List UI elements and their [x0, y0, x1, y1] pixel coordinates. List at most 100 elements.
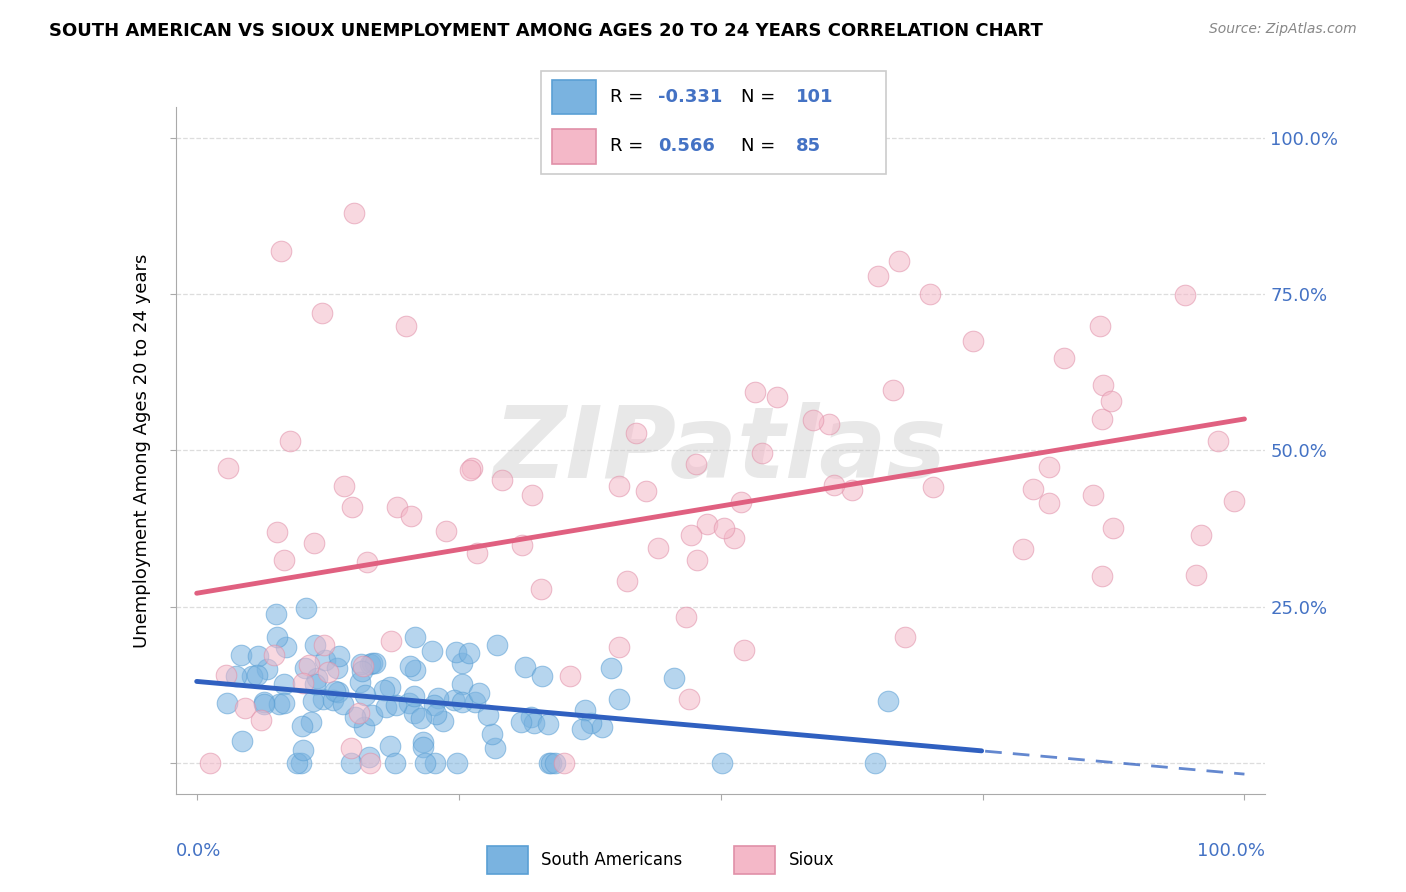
Point	[276, 640, 298, 654]
Point	[285, 756, 308, 770]
Text: 0.0%: 0.0%	[176, 842, 221, 860]
Y-axis label: Unemployment Among Ages 20 to 24 years: Unemployment Among Ages 20 to 24 years	[134, 253, 152, 648]
Point	[374, 699, 396, 714]
Point	[685, 457, 707, 471]
Point	[1174, 287, 1197, 301]
Point	[450, 695, 472, 709]
Point	[675, 610, 697, 624]
Point	[531, 669, 554, 683]
Point	[384, 756, 406, 770]
Point	[1185, 567, 1208, 582]
Point	[515, 659, 537, 673]
Point	[465, 546, 488, 560]
Point	[217, 461, 239, 475]
Point	[240, 669, 263, 683]
Point	[458, 463, 481, 477]
Point	[422, 643, 444, 657]
Point	[378, 680, 401, 694]
Point	[443, 693, 465, 707]
Point	[361, 656, 384, 670]
Point	[427, 690, 450, 705]
Point	[290, 756, 312, 770]
Point	[312, 638, 335, 652]
Point	[343, 710, 366, 724]
Point	[299, 714, 322, 729]
Point	[304, 676, 326, 690]
Point	[412, 739, 434, 754]
Point	[491, 473, 513, 487]
Point	[404, 663, 426, 677]
Point	[744, 385, 766, 400]
Point	[1102, 521, 1125, 535]
Point	[581, 716, 603, 731]
Point	[340, 741, 363, 756]
Point	[634, 483, 657, 498]
Point	[461, 460, 484, 475]
Point	[520, 488, 543, 502]
Point	[686, 553, 709, 567]
Point	[599, 661, 621, 675]
Point	[681, 528, 703, 542]
Point	[246, 667, 269, 681]
Point	[893, 630, 915, 644]
Point	[1053, 351, 1076, 365]
Point	[352, 664, 374, 678]
Point	[273, 676, 295, 690]
Point	[356, 556, 378, 570]
Point	[1091, 378, 1114, 392]
Text: 85: 85	[796, 137, 821, 155]
Point	[1081, 488, 1104, 502]
Point	[468, 686, 491, 700]
Point	[332, 697, 354, 711]
Point	[225, 668, 247, 682]
Point	[302, 694, 325, 708]
Point	[322, 693, 344, 707]
Point	[751, 446, 773, 460]
Point	[434, 524, 457, 538]
Point	[311, 691, 333, 706]
Point	[710, 756, 733, 770]
Bar	[734, 847, 775, 873]
Point	[723, 531, 745, 545]
Point	[1189, 528, 1212, 542]
Point	[444, 645, 467, 659]
Point	[302, 536, 325, 550]
Point	[1222, 493, 1244, 508]
Point	[266, 525, 288, 540]
Point	[425, 707, 447, 722]
Point	[273, 553, 295, 567]
Point	[326, 661, 349, 675]
Point	[882, 383, 904, 397]
Point	[354, 688, 377, 702]
Point	[395, 318, 418, 333]
Point	[529, 582, 551, 596]
Point	[484, 740, 506, 755]
Text: 101: 101	[796, 88, 834, 106]
Point	[298, 657, 321, 672]
Bar	[551, 79, 596, 114]
Point	[347, 706, 370, 720]
Point	[616, 574, 638, 589]
Point	[253, 695, 276, 709]
Point	[359, 756, 381, 770]
Point	[256, 662, 278, 676]
Point	[607, 478, 630, 492]
Text: R =: R =	[610, 137, 650, 155]
Point	[889, 253, 911, 268]
Point	[311, 306, 333, 320]
Point	[591, 720, 613, 734]
Point	[962, 334, 984, 348]
Point	[733, 642, 755, 657]
Bar	[486, 847, 527, 873]
Point	[328, 648, 350, 663]
Point	[537, 756, 560, 770]
FancyBboxPatch shape	[541, 71, 886, 174]
Point	[464, 695, 486, 709]
Point	[801, 413, 824, 427]
Point	[231, 733, 253, 747]
Point	[307, 671, 329, 685]
Point	[477, 707, 499, 722]
Point	[922, 481, 945, 495]
Point	[270, 244, 292, 258]
Point	[326, 685, 349, 699]
